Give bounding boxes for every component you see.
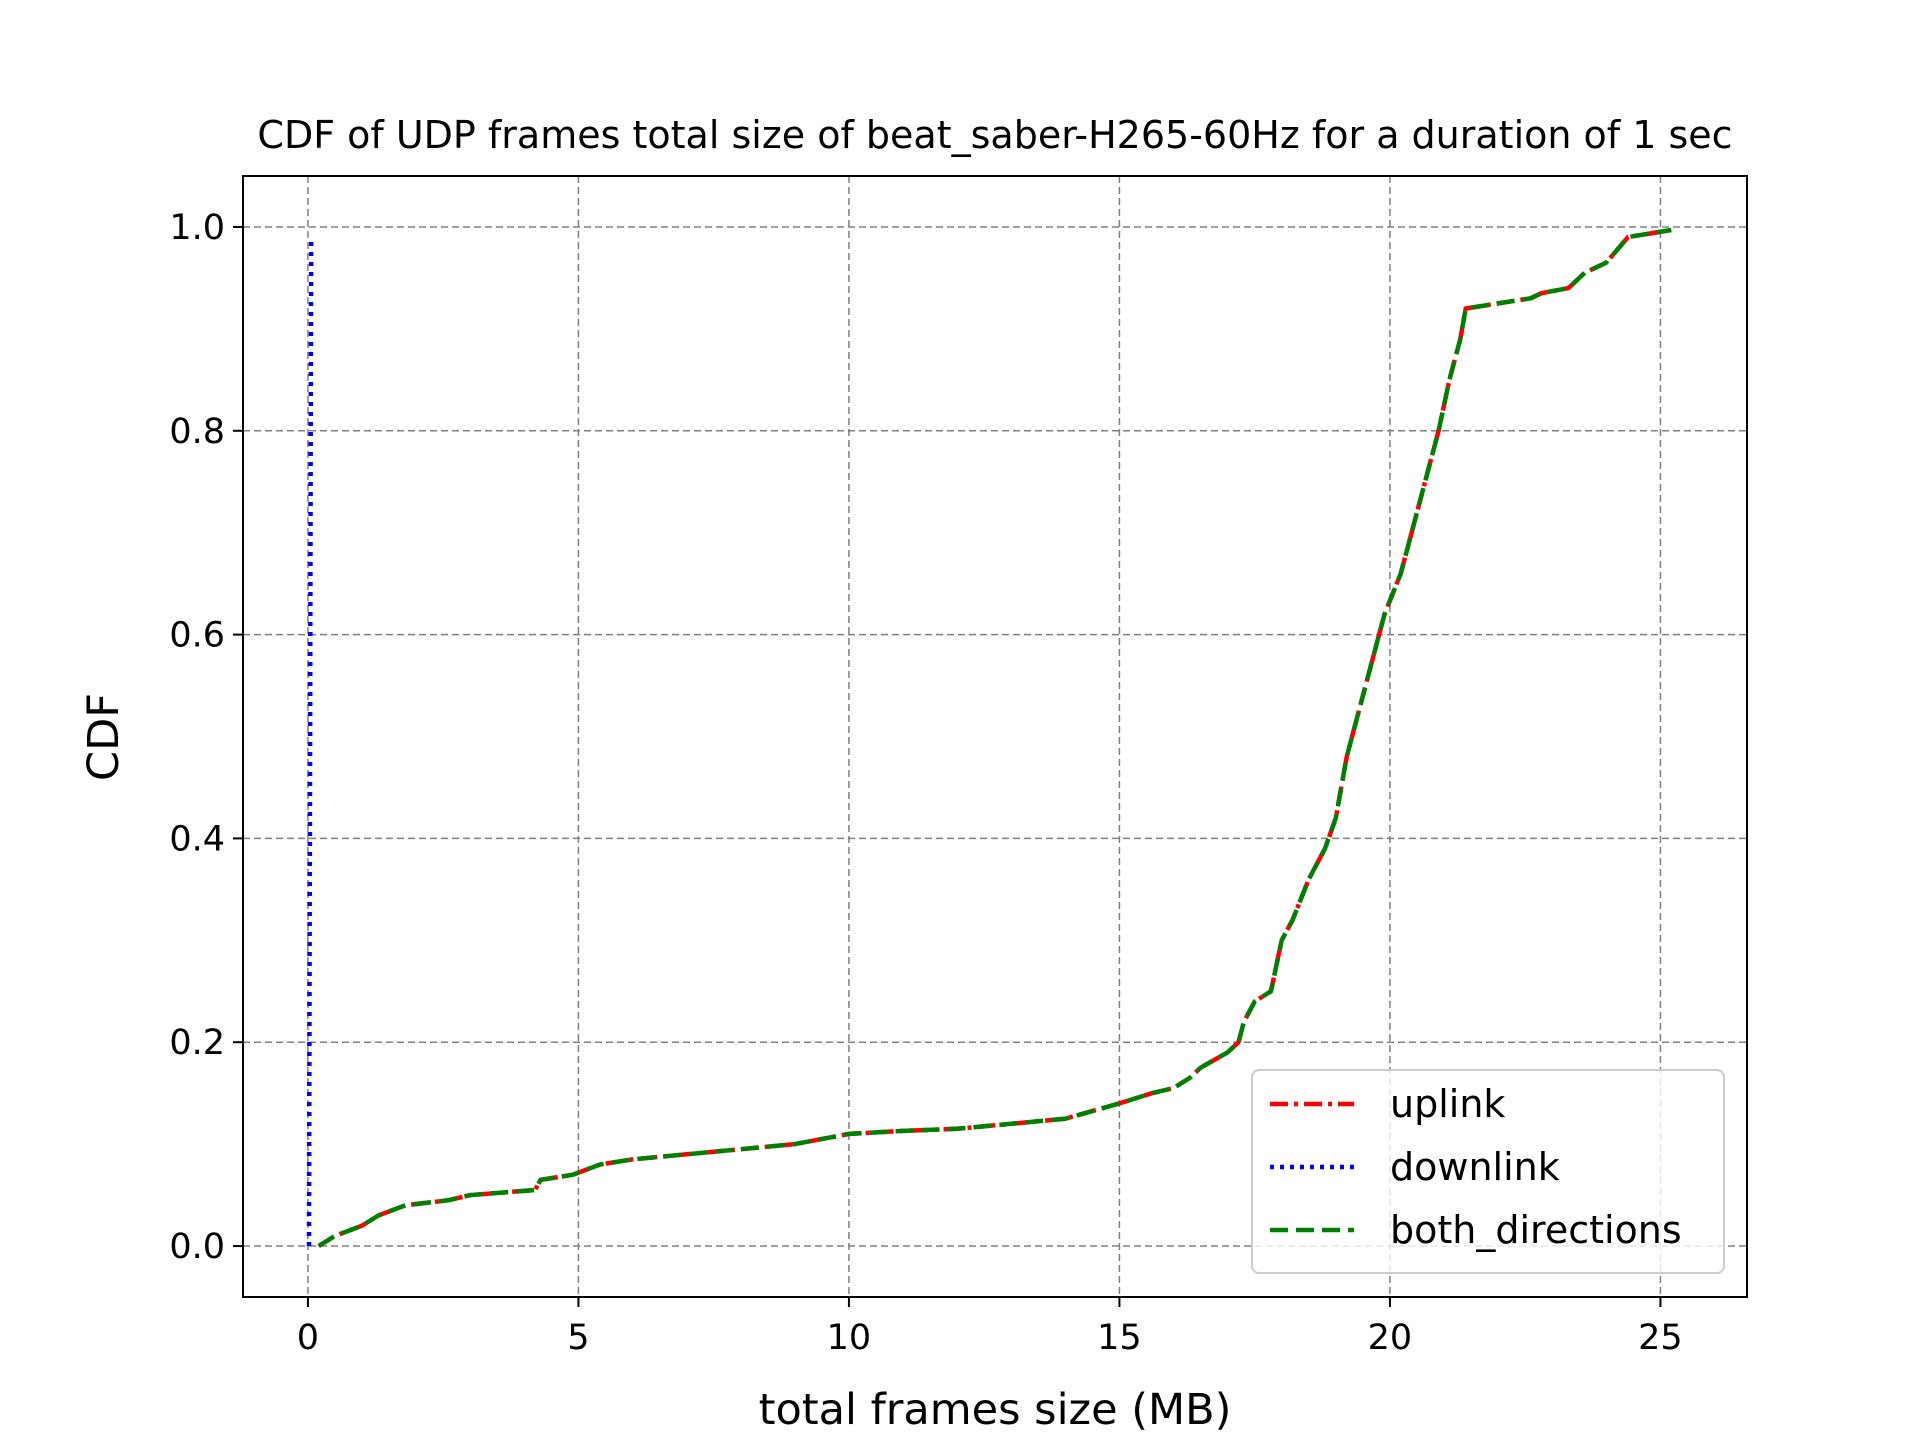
y-tick-label: 0.0: [169, 1227, 225, 1267]
series-line-both-directions: [317, 227, 1672, 1248]
y-axis-ticks: 0.0 0.2 0.4 0.6 0.8 1.0: [169, 208, 243, 1267]
x-tick-label: 10: [827, 1318, 872, 1358]
plot-frame: [242, 175, 1748, 1298]
y-tick-label: 1.0: [169, 208, 225, 248]
grid-lines: [243, 176, 1747, 1297]
y-tick-label: 0.4: [169, 819, 225, 859]
x-axis-label: total frames size (MB): [759, 1385, 1232, 1435]
x-tick-label: 0: [297, 1318, 319, 1358]
plot-series: [306, 227, 1672, 1248]
x-tick-label: 5: [567, 1318, 589, 1358]
legend: uplink downlink both_directions: [1251, 1069, 1725, 1274]
x-tick-label: 25: [1638, 1318, 1683, 1358]
y-tick-label: 0.2: [169, 1023, 225, 1063]
y-axis-label: CDF: [79, 693, 129, 781]
y-tick-label: 0.6: [169, 616, 225, 656]
legend-label-downlink: downlink: [1390, 1145, 1560, 1189]
x-tick-label: 20: [1368, 1318, 1413, 1358]
legend-label-uplink: uplink: [1390, 1082, 1505, 1126]
x-tick-label: 15: [1097, 1318, 1142, 1358]
legend-label-both-directions: both_directions: [1390, 1208, 1682, 1252]
y-tick-label: 0.8: [169, 412, 225, 452]
chart-title: CDF of UDP frames total size of beat_sab…: [257, 113, 1732, 157]
legend-box: [1251, 1069, 1725, 1274]
x-axis-ticks: 0 5 10 15 20 25: [297, 1297, 1683, 1358]
